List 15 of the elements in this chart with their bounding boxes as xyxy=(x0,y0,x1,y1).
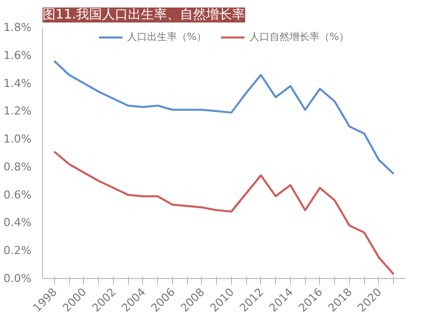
line-series xyxy=(53,60,395,175)
y-tick-label: 1.6% xyxy=(4,48,32,62)
legend-label: 人口出生率（%） xyxy=(126,30,206,44)
chart-title: 图11.我国人口出生率、自然增长率 xyxy=(42,6,246,22)
y-tick-label: 0.2% xyxy=(4,244,32,258)
legend-label: 人口自然增长率（%） xyxy=(250,30,350,44)
y-tick-label: 0.4% xyxy=(4,216,32,230)
y-tick-label: 0.0% xyxy=(4,272,32,285)
y-tick-label: 0.8% xyxy=(4,160,32,174)
y-tick-label: 1.4% xyxy=(4,76,32,90)
y-tick-label: 1.2% xyxy=(4,104,32,118)
y-tick-label: 0.6% xyxy=(4,188,32,202)
y-tick-label: 1.8% xyxy=(4,21,32,34)
y-tick-label: 1.0% xyxy=(4,132,32,146)
line-series xyxy=(53,150,395,276)
